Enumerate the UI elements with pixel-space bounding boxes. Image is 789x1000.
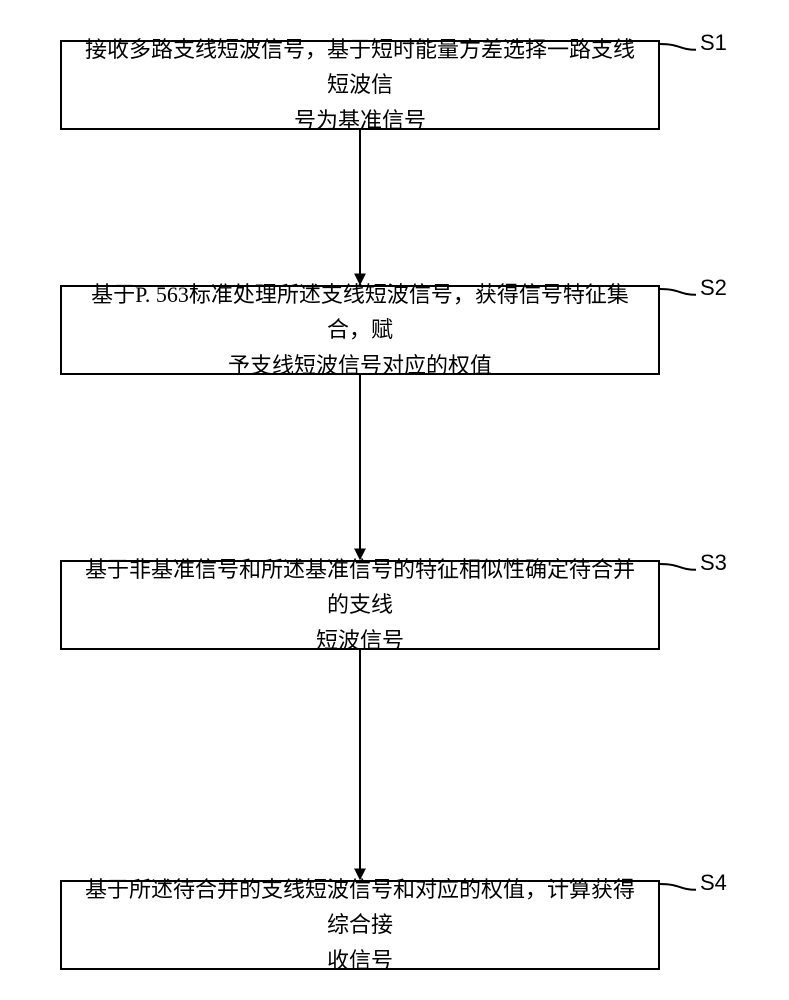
label-connector-s3 — [660, 564, 696, 570]
connector-layer — [0, 0, 789, 1000]
flow-node-s2: 基于P. 563标准处理所述支线短波信号，获得信号特征集合，赋予支线短波信号对应… — [60, 285, 660, 375]
flow-node-text: 接收多路支线短波信号，基于短时能量方差选择一路支线短波信号为基准信号 — [82, 32, 638, 138]
step-label-s1: S1 — [700, 30, 727, 56]
label-connector-s4 — [660, 884, 696, 890]
flow-node-s1: 接收多路支线短波信号，基于短时能量方差选择一路支线短波信号为基准信号 — [60, 40, 660, 130]
step-label-s3: S3 — [700, 550, 727, 576]
flowchart-canvas: 接收多路支线短波信号，基于短时能量方差选择一路支线短波信号为基准信号 S1 基于P.… — [0, 0, 789, 1000]
flow-node-text: 基于P. 563标准处理所述支线短波信号，获得信号特征集合，赋予支线短波信号对应… — [82, 277, 638, 383]
flow-node-text: 基于所述待合并的支线短波信号和对应的权值，计算获得综合接收信号 — [82, 872, 638, 978]
flow-node-s3: 基于非基准信号和所述基准信号的特征相似性确定待合并的支线短波信号 — [60, 560, 660, 650]
step-label-s4: S4 — [700, 870, 727, 896]
label-connector-s1 — [660, 44, 696, 50]
label-connector-s2 — [660, 289, 696, 295]
step-label-s2: S2 — [700, 275, 727, 301]
flow-node-s4: 基于所述待合并的支线短波信号和对应的权值，计算获得综合接收信号 — [60, 880, 660, 970]
flow-node-text: 基于非基准信号和所述基准信号的特征相似性确定待合并的支线短波信号 — [82, 552, 638, 658]
